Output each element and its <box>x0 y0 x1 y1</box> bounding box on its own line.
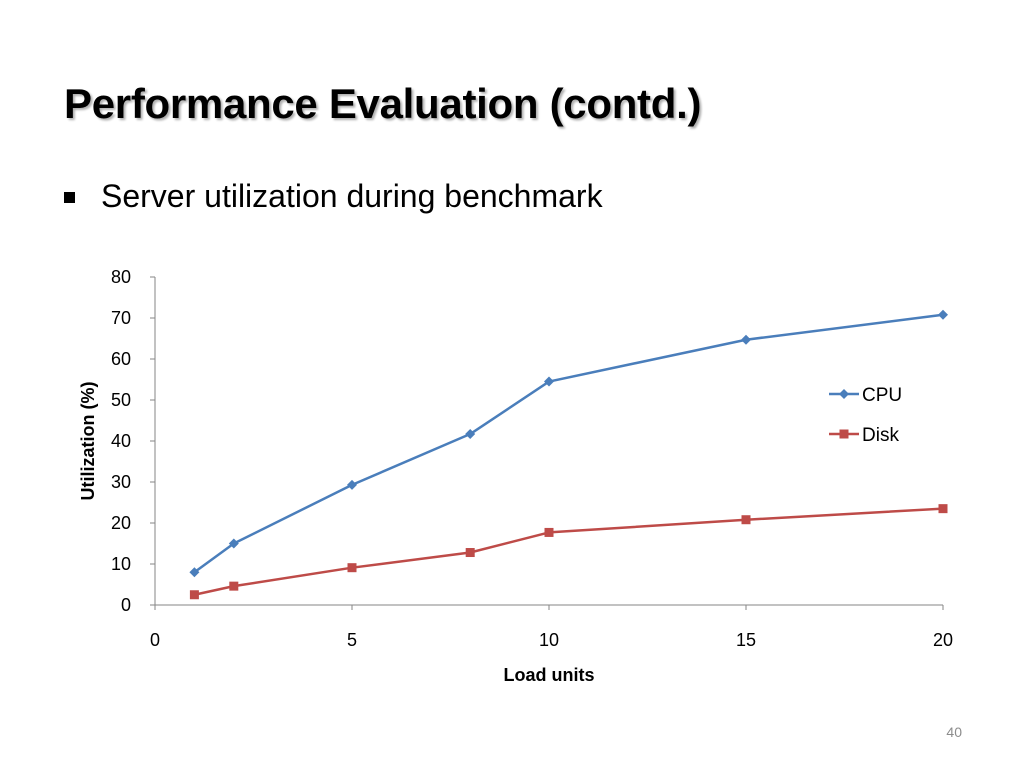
x-axis-title: Load units <box>504 665 595 685</box>
page-number: 40 <box>946 724 962 740</box>
data-point-cpu <box>228 538 239 549</box>
bullet-item: Server utilization during benchmark <box>64 178 603 215</box>
x-tick-label: 5 <box>347 630 357 650</box>
slide-title: Performance Evaluation (contd.) <box>64 80 702 127</box>
data-point-disk <box>347 563 357 573</box>
series-line-disk <box>194 507 944 596</box>
data-point-cpu <box>938 309 948 320</box>
x-tick-label: 10 <box>539 630 559 650</box>
bullet-text: Server utilization during benchmark <box>101 178 603 214</box>
data-point-disk <box>938 504 948 514</box>
x-tick-label: 0 <box>150 630 160 650</box>
x-tick-label: 20 <box>933 630 953 650</box>
y-tick-label: 60 <box>111 349 131 369</box>
y-tick-label: 30 <box>111 472 131 492</box>
data-point-cpu <box>544 376 554 387</box>
x-tick-label: 15 <box>736 630 756 650</box>
series-line-cpu <box>193 313 944 574</box>
legend-item-disk: Disk <box>829 425 899 446</box>
legend-item-cpu: CPU <box>829 385 902 406</box>
data-point-cpu <box>347 479 357 490</box>
legend-label-disk: Disk <box>862 425 899 446</box>
bullet-square-icon <box>64 192 75 203</box>
y-tick-label: 40 <box>111 431 131 451</box>
y-tick-label: 0 <box>121 595 131 615</box>
data-point-disk <box>189 590 199 600</box>
y-tick-label: 20 <box>111 513 131 533</box>
y-tick-label: 50 <box>111 390 131 410</box>
series-cpu <box>189 309 948 578</box>
data-point-cpu <box>741 334 751 345</box>
y-tick-label: 10 <box>111 554 131 574</box>
legend-label-cpu: CPU <box>862 385 902 406</box>
data-point-disk <box>741 515 751 525</box>
data-point-disk <box>229 581 239 591</box>
data-point-cpu <box>189 567 200 578</box>
data-point-cpu <box>465 429 476 440</box>
y-tick-label: 70 <box>111 308 131 328</box>
legend-marker-disk <box>839 429 849 439</box>
data-point-disk <box>465 548 475 558</box>
legend-marker-cpu <box>839 389 849 399</box>
y-tick-label: 80 <box>111 267 131 287</box>
y-axis-title: Utilization (%) <box>78 382 98 501</box>
data-point-disk <box>544 527 554 537</box>
series-disk <box>189 504 948 600</box>
